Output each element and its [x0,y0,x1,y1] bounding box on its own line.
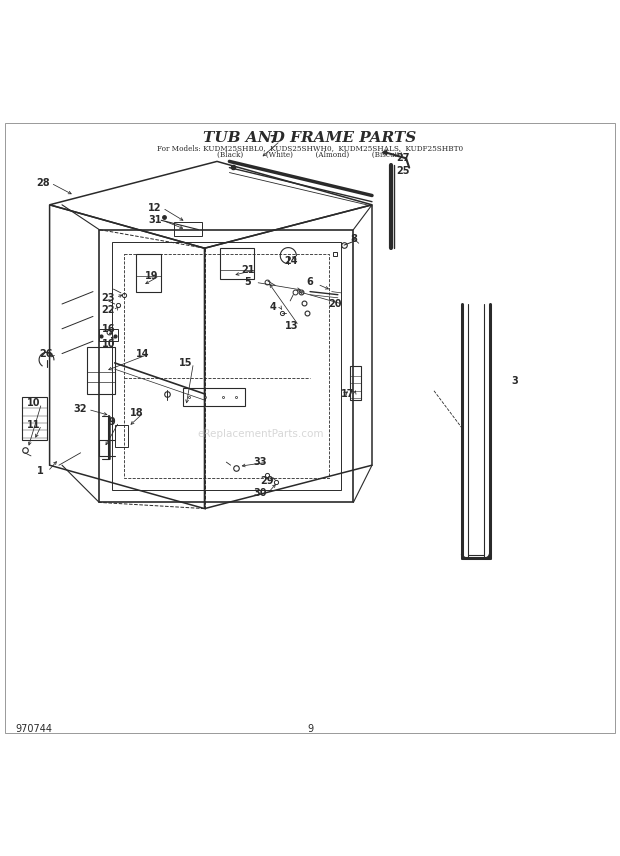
Text: 3: 3 [512,377,518,387]
Text: 8: 8 [350,234,357,244]
Bar [183,388,245,407]
Text: 12: 12 [148,203,162,213]
Text: (Black)          (White)          (Almond)          (Biscuit): (Black) (White) (Almond) (Biscuit) [217,152,403,159]
Text: TUB AND FRAME PARTS: TUB AND FRAME PARTS [203,131,417,145]
Text: 29: 29 [260,476,273,485]
Text: 33: 33 [254,457,267,467]
Bar [136,254,161,292]
Text: 32: 32 [74,404,87,414]
Text: 20: 20 [328,299,342,309]
Text: 9: 9 [307,723,313,734]
Text: 28: 28 [37,178,50,188]
Text: 27: 27 [396,153,410,163]
Bar [22,397,46,440]
Text: 26: 26 [40,348,53,359]
Text: 25: 25 [396,166,410,175]
Text: 10: 10 [102,339,115,349]
Bar [174,223,202,235]
Bar [220,248,254,279]
Text: 23: 23 [102,293,115,303]
Bar [87,348,115,394]
Text: 7: 7 [270,134,276,145]
Text: 13: 13 [285,321,298,330]
Text: 4: 4 [270,302,276,312]
Text: 15: 15 [179,358,193,368]
Bar [350,366,361,400]
Text: 6: 6 [307,277,313,288]
Text: 970744: 970744 [16,723,53,734]
Bar [99,329,118,342]
Text: eReplacementParts.com: eReplacementParts.com [197,429,324,439]
Text: 24: 24 [285,256,298,265]
Text: 16: 16 [102,324,115,334]
Bar [115,425,128,447]
Text: 19: 19 [145,271,159,281]
Text: 14: 14 [136,348,149,359]
Text: 22: 22 [102,306,115,315]
Text: 11: 11 [27,420,41,430]
Text: 5: 5 [245,277,251,288]
Text: 9: 9 [108,417,115,427]
Text: 1: 1 [37,467,43,477]
Text: 31: 31 [148,216,162,225]
Text: 21: 21 [241,265,255,275]
Text: 17: 17 [340,389,354,399]
Text: 30: 30 [254,488,267,498]
Text: 18: 18 [130,407,143,418]
Text: For Models: KUDM25SHBL0,  KUDS25SHWH0,  KUDM25SHALS,  KUDF25SHBT0: For Models: KUDM25SHBL0, KUDS25SHWH0, KU… [157,144,463,152]
Text: 10: 10 [27,398,41,408]
